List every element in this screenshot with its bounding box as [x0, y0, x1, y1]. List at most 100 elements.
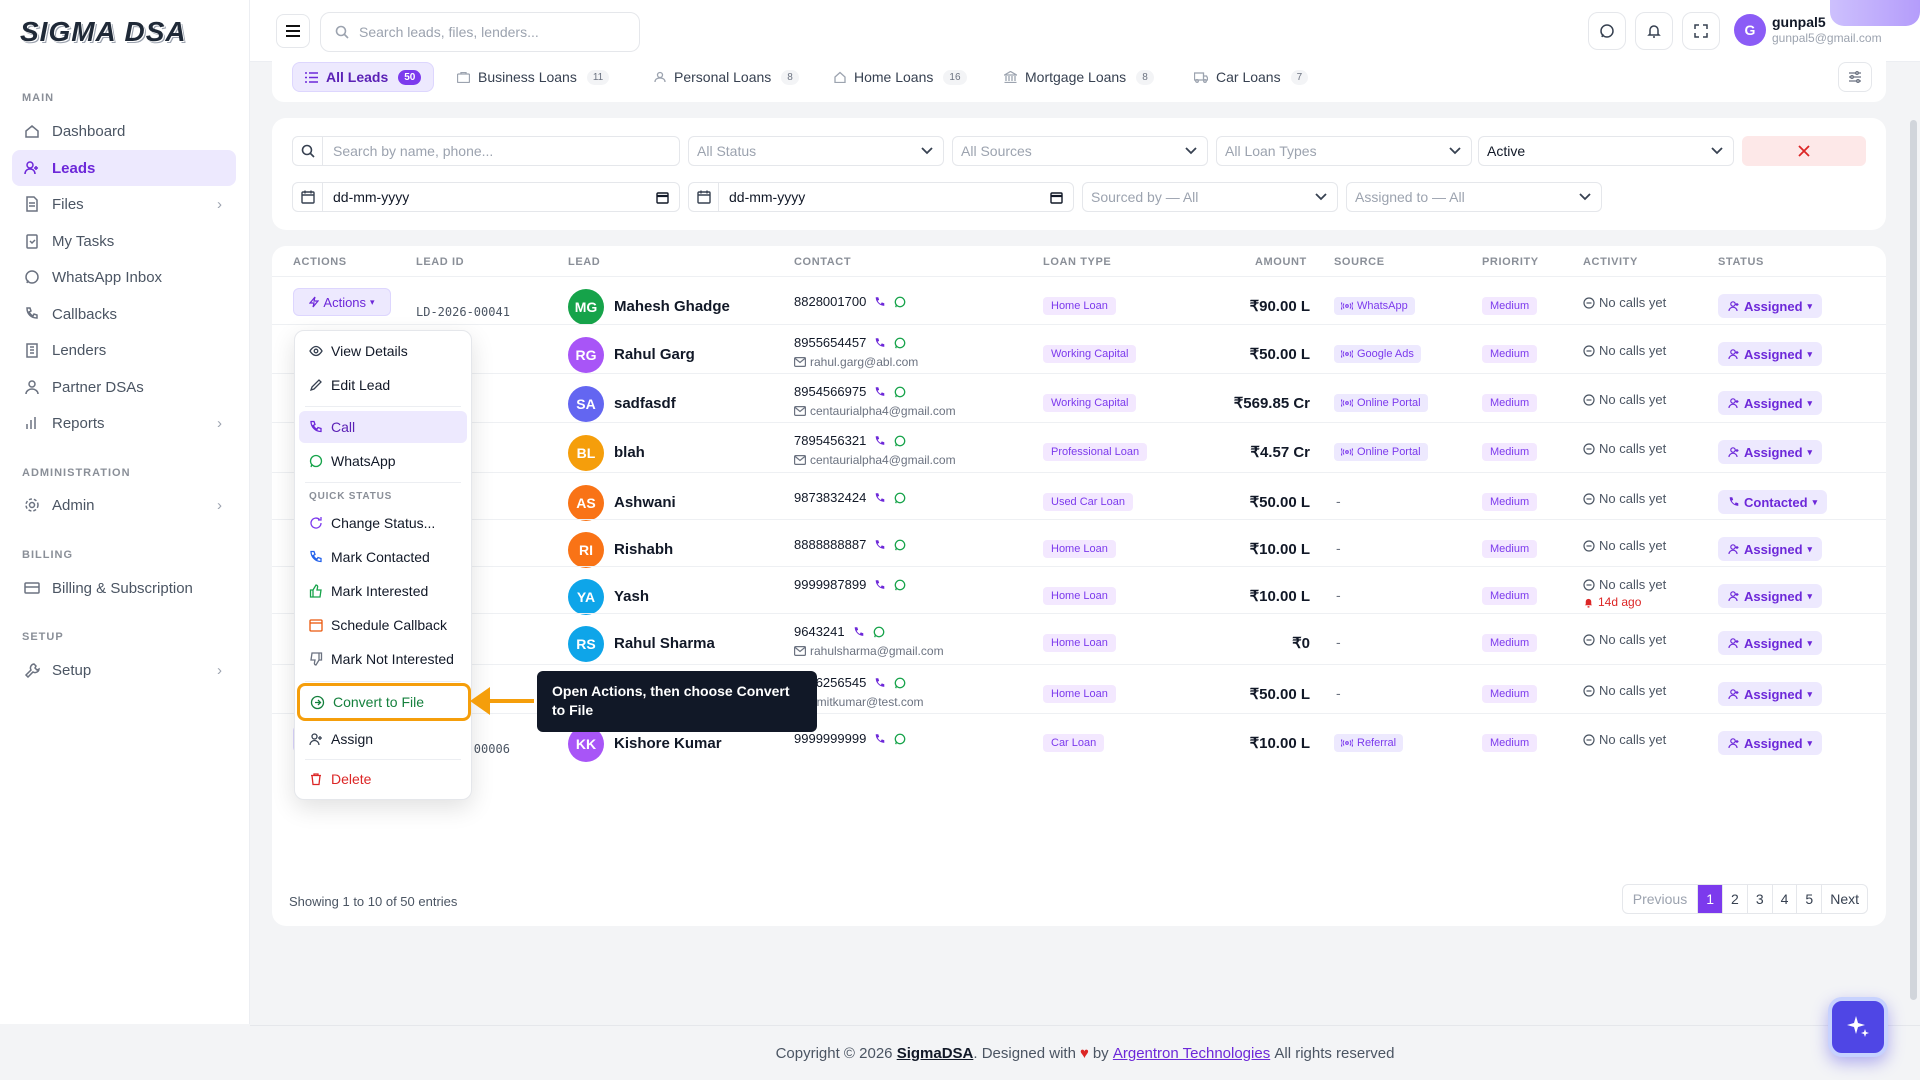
pagination-page[interactable]: 3 [1746, 885, 1772, 913]
menu-item-edit-lead[interactable]: Edit Lead [299, 369, 467, 401]
email-address[interactable]: centaurialpha4@gmail.com [810, 404, 956, 418]
sidebar-item-dashboard[interactable]: Dashboard [12, 113, 236, 149]
brand-logo[interactable]: SIGMA DSA [20, 16, 187, 47]
tab-business-loans[interactable]: Business Loans 11 [445, 62, 621, 92]
sidebar-item-callbacks[interactable]: Callbacks [12, 296, 236, 332]
ai-assistant-button[interactable] [1828, 997, 1888, 1057]
sidebar-item-setup[interactable]: Setup › [12, 652, 236, 688]
lead-name[interactable]: Ashwani [614, 494, 676, 511]
clear-filters-button[interactable] [1742, 136, 1866, 166]
sourced-by-select[interactable]: Sourced by — All [1082, 182, 1338, 212]
lead-id[interactable]: LD-2026-00041 [416, 305, 510, 319]
whatsapp-button[interactable] [1588, 12, 1626, 50]
phone-number[interactable]: 9873832424 [794, 490, 867, 505]
lead-name[interactable]: Kishore Kumar [614, 735, 722, 752]
pagination-page[interactable]: 1 [1697, 885, 1723, 913]
sources-select[interactable]: All Sources [952, 136, 1208, 166]
menu-item-view-details[interactable]: View Details [299, 335, 467, 367]
tab-car-loans[interactable]: Car Loans 7 [1182, 62, 1320, 92]
sidebar-item-reports[interactable]: Reports › [12, 405, 236, 441]
call-icon[interactable] [874, 386, 886, 398]
status-badge[interactable]: Assigned ▾ [1718, 682, 1823, 706]
menu-item-whatsapp[interactable]: WhatsApp [299, 445, 467, 477]
column-header[interactable]: PRIORITY [1482, 256, 1539, 268]
lead-search-input[interactable]: Search by name, phone... [292, 136, 680, 166]
calendar-picker-icon[interactable] [656, 191, 669, 204]
date-from-input[interactable]: dd-mm-yyyy [292, 182, 680, 212]
phone-number[interactable]: 7895456321 [794, 433, 867, 448]
menu-item-call[interactable]: Call [299, 411, 467, 443]
phone-number[interactable]: 8888888887 [794, 537, 867, 552]
status-badge[interactable]: Assigned ▾ [1718, 631, 1823, 655]
whatsapp-icon[interactable] [894, 677, 906, 689]
sidebar-item-my-tasks[interactable]: My Tasks [12, 223, 236, 259]
pagination-page[interactable]: 5 [1796, 885, 1821, 913]
status-badge[interactable]: Contacted ▾ [1718, 490, 1828, 514]
menu-toggle-button[interactable] [276, 14, 310, 48]
status-select[interactable]: All Status [688, 136, 944, 166]
lead-name[interactable]: sadfasdf [614, 395, 676, 412]
status-badge[interactable]: Assigned ▾ [1718, 731, 1823, 755]
status-badge[interactable]: Assigned ▾ [1718, 391, 1823, 415]
date-to-input[interactable]: dd-mm-yyyy [688, 182, 1074, 212]
call-icon[interactable] [853, 626, 865, 638]
phone-number[interactable]: 9999987899 [794, 577, 867, 592]
footer-brand-link[interactable]: SigmaDSA [896, 1044, 974, 1062]
global-search-input[interactable]: Search leads, files, lenders... [320, 12, 640, 52]
sidebar-item-partner-dsas[interactable]: Partner DSAs [12, 369, 236, 405]
lead-name[interactable]: Rishabh [614, 541, 674, 558]
call-icon[interactable] [874, 579, 886, 591]
menu-item-mark-interested[interactable]: Mark Interested [299, 575, 467, 607]
menu-item-mark-contacted[interactable]: Mark Contacted [299, 541, 467, 573]
assigned-to-select[interactable]: Assigned to — All [1346, 182, 1602, 212]
column-header[interactable]: LOAN TYPE [1043, 256, 1112, 268]
footer-company-link[interactable]: Argentron Technologies [1112, 1044, 1271, 1062]
column-header[interactable]: SOURCE [1334, 256, 1385, 268]
column-header[interactable]: LEAD ID [416, 256, 465, 268]
actions-button[interactable]: Actions▾ [293, 288, 391, 316]
lead-name[interactable]: Mahesh Ghadge [614, 298, 730, 315]
sidebar-item-files[interactable]: Files › [12, 186, 236, 222]
whatsapp-icon[interactable] [894, 435, 906, 447]
call-icon[interactable] [874, 337, 886, 349]
whatsapp-icon[interactable] [894, 386, 906, 398]
tab-home-loans[interactable]: Home Loans 16 [822, 62, 979, 92]
sidebar-item-whatsapp-inbox[interactable]: WhatsApp Inbox [12, 259, 236, 295]
call-icon[interactable] [874, 733, 886, 745]
menu-item-delete[interactable]: Delete [299, 763, 467, 795]
whatsapp-icon[interactable] [894, 492, 906, 504]
column-header[interactable]: AMOUNT [1255, 256, 1307, 268]
whatsapp-icon[interactable] [894, 579, 906, 591]
column-settings-button[interactable] [1838, 62, 1872, 92]
page-scrollbar[interactable] [1910, 120, 1917, 1000]
call-icon[interactable] [874, 677, 886, 689]
status-badge[interactable]: Assigned ▾ [1718, 294, 1823, 318]
status-badge[interactable]: Assigned ▾ [1718, 537, 1823, 561]
column-header[interactable]: LEAD [568, 256, 601, 268]
sidebar-item-lenders[interactable]: Lenders [12, 332, 236, 368]
notifications-button[interactable] [1635, 12, 1673, 50]
menu-item-mark-not-interested[interactable]: Mark Not Interested [299, 643, 467, 675]
whatsapp-icon[interactable] [894, 296, 906, 308]
tab-mortgage-loans[interactable]: Mortgage Loans 8 [992, 62, 1166, 92]
pagination-page[interactable]: 2 [1722, 885, 1747, 913]
active-select[interactable]: Active [1478, 136, 1734, 166]
column-header[interactable]: STATUS [1718, 256, 1764, 268]
fullscreen-button[interactable] [1682, 12, 1720, 50]
loan-types-select[interactable]: All Loan Types [1216, 136, 1472, 166]
call-icon[interactable] [874, 539, 886, 551]
tab-all-leads[interactable]: All Leads 50 [292, 62, 435, 92]
phone-number[interactable]: 8828001700 [794, 294, 867, 309]
pagination-previous[interactable]: Previous [1632, 891, 1688, 907]
status-badge[interactable]: Assigned ▾ [1718, 440, 1823, 464]
lead-name[interactable]: Rahul Garg [614, 346, 695, 363]
whatsapp-icon[interactable] [894, 337, 906, 349]
menu-item-change-status[interactable]: Change Status... [299, 507, 467, 539]
user-name[interactable]: gunpal5 [1772, 14, 1826, 30]
whatsapp-icon[interactable] [894, 539, 906, 551]
status-badge[interactable]: Assigned ▾ [1718, 584, 1823, 608]
email-address[interactable]: rahul.garg@abl.com [810, 355, 919, 369]
menu-item-assign[interactable]: Assign [299, 723, 467, 755]
pagination-page[interactable]: 4 [1771, 885, 1797, 913]
calendar-picker-icon[interactable] [1050, 191, 1063, 204]
